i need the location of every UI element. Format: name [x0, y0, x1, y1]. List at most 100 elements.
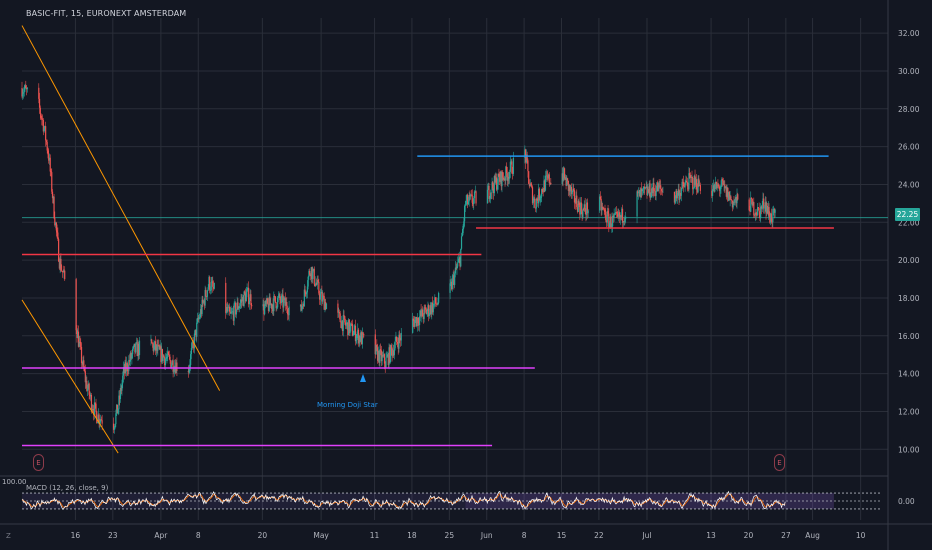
candle-body	[54, 218, 56, 226]
candle-body	[386, 356, 388, 358]
candle-body	[611, 226, 613, 228]
candle-body	[571, 191, 573, 195]
earnings-event-icon[interactable]: E	[33, 454, 44, 471]
candle-body	[660, 185, 662, 189]
candle-body	[239, 302, 241, 307]
candle-body	[587, 210, 589, 214]
candle-body	[624, 219, 626, 223]
candle-body	[771, 221, 773, 223]
candle-body	[39, 107, 41, 115]
candle-body	[760, 206, 763, 209]
candle-body	[583, 204, 585, 209]
indicator-label[interactable]: MACD (12, 26, close, 9)	[26, 484, 109, 492]
candle-body	[360, 332, 363, 345]
candle-body	[271, 304, 273, 309]
candle-body	[657, 183, 660, 192]
candle-body	[471, 194, 473, 203]
candle-body	[277, 296, 279, 298]
candle-body	[505, 166, 508, 174]
x-tick-label: Apr	[154, 531, 168, 540]
candle-body	[79, 341, 81, 344]
candle-body	[387, 354, 389, 366]
candle-body	[354, 325, 356, 331]
candle-body	[608, 223, 611, 228]
candle-body	[206, 296, 208, 297]
candle-body	[159, 346, 161, 350]
candle-body	[648, 183, 650, 193]
candle-body	[120, 387, 122, 391]
candle-body	[203, 300, 205, 303]
y-tick-label: 24.00	[898, 180, 920, 189]
trendline[interactable]	[21, 25, 221, 391]
candle-body	[155, 344, 157, 351]
candle-body	[548, 174, 550, 184]
candle-body	[486, 189, 489, 204]
candle-body	[356, 334, 358, 339]
candle-body	[279, 294, 281, 301]
candle-body	[636, 191, 638, 217]
candle-body	[133, 343, 135, 347]
pattern-annotation[interactable]: Morning Doji Star	[317, 401, 378, 409]
candle-body	[25, 88, 28, 90]
candle-body	[508, 176, 510, 179]
candle-body	[190, 354, 192, 365]
candle-body	[119, 387, 122, 400]
earnings-event-icon[interactable]: E	[774, 454, 785, 471]
y-tick-label: 10.00	[898, 445, 920, 454]
candle-body	[661, 190, 663, 193]
candle-body	[540, 196, 542, 199]
candle-body	[692, 188, 695, 190]
candle-body	[647, 189, 649, 195]
candle-body	[450, 281, 452, 284]
candle-body	[687, 186, 689, 190]
candle-body	[173, 371, 175, 372]
candle-body	[302, 303, 305, 307]
candle-body	[322, 295, 325, 297]
candle-body	[586, 202, 589, 214]
candle-body	[116, 404, 118, 414]
timezone-z-icon[interactable]: Z	[6, 532, 11, 540]
candle-body	[418, 323, 420, 326]
candle-body	[273, 295, 276, 297]
trendline[interactable]	[21, 299, 119, 454]
candle-body	[134, 343, 136, 353]
candle-body	[543, 180, 545, 193]
candle-body	[152, 343, 154, 351]
candle-body	[466, 194, 468, 201]
candle-body	[538, 188, 540, 204]
candle-body	[620, 215, 622, 218]
candle-body	[415, 317, 418, 327]
candle-body	[359, 335, 361, 342]
candle-body	[42, 119, 44, 132]
x-tick-label: 15	[557, 531, 567, 540]
candle-body	[61, 270, 64, 272]
candle-body	[577, 200, 579, 212]
candle-body	[83, 368, 86, 372]
candle-body	[494, 176, 496, 183]
candle-body	[773, 208, 775, 210]
candle-body	[158, 345, 160, 350]
candle-body	[612, 215, 614, 227]
candle-body	[207, 287, 209, 291]
candle-body	[315, 282, 317, 286]
candle-body	[248, 287, 250, 305]
candle-body	[501, 172, 503, 187]
candle-body	[567, 180, 569, 191]
candle-body	[570, 186, 573, 195]
candle-body	[341, 320, 343, 328]
candle-body	[716, 184, 718, 189]
candle-body	[711, 190, 713, 196]
candle-body	[642, 187, 644, 190]
candle-body	[267, 303, 270, 312]
candle-body	[765, 202, 767, 214]
candle-body	[338, 312, 340, 313]
candle-body	[385, 357, 387, 368]
candle-body	[362, 332, 364, 335]
candle-body	[44, 126, 46, 129]
candle-body	[238, 306, 241, 309]
candle-body	[197, 318, 199, 320]
candle-body	[392, 350, 394, 356]
candle-body	[681, 181, 683, 190]
